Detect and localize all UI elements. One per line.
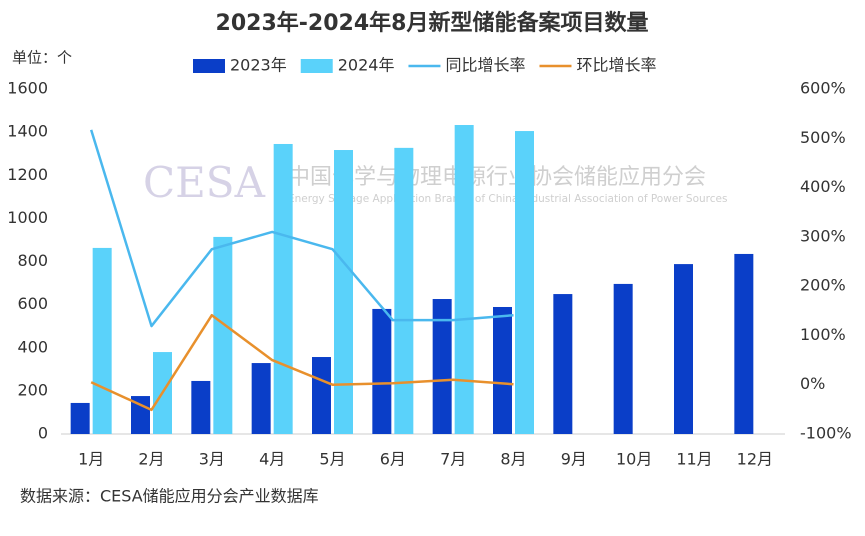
bar	[273, 143, 293, 434]
y-tick-label: 600	[17, 294, 48, 313]
bar	[92, 247, 112, 434]
bar	[493, 306, 512, 434]
y2-tick-label: 400%	[800, 177, 846, 196]
legend-label: 环比增长率	[576, 56, 656, 75]
bar	[213, 236, 233, 434]
bar	[613, 283, 633, 434]
line-series	[89, 129, 514, 328]
y2-tick-label: 0%	[800, 374, 825, 393]
x-tick-label: 8月	[500, 450, 526, 469]
x-tick-label: 5月	[319, 450, 345, 469]
bar	[251, 363, 271, 434]
y2-tick-label: 300%	[800, 226, 846, 245]
y-tick-label: 1000	[7, 208, 48, 227]
x-tick-label: 2月	[138, 450, 164, 469]
bar	[734, 253, 754, 434]
x-tick-label: 10月	[616, 450, 652, 469]
source-note: 数据来源：CESA储能应用分会产业数据库	[20, 487, 319, 506]
y2-tick-label: -100%	[800, 424, 852, 443]
x-tick-label: 9月	[561, 450, 587, 469]
legend-label: 2024年	[338, 56, 395, 75]
axis-unit: 单位：个	[12, 49, 72, 67]
x-tick-label: 3月	[199, 450, 225, 469]
legend-label: 同比增长率	[445, 56, 525, 75]
y-tick-label: 0	[38, 424, 48, 443]
legend-swatch	[300, 59, 333, 73]
bar	[312, 357, 331, 434]
x-tick-label: 11月	[676, 450, 712, 469]
x-tick-label: 1月	[78, 450, 104, 469]
y2-tick-label: 200%	[800, 276, 846, 295]
y2-tick-label: 100%	[800, 325, 846, 344]
bar	[394, 147, 414, 434]
bar	[191, 380, 211, 434]
line-series	[90, 313, 514, 412]
legend-swatch	[193, 59, 225, 73]
bar	[372, 308, 392, 434]
watermark-name: 中国化学与物理电源行业协会储能应用分会	[288, 165, 706, 190]
bar	[432, 299, 452, 434]
y-tick-label: 200	[17, 380, 48, 399]
y-tick-label: 1200	[7, 165, 48, 184]
y2-tick-label: 600%	[800, 79, 846, 98]
bar	[674, 264, 693, 434]
x-tick-label: 12月	[737, 450, 773, 469]
y2-tick-label: 500%	[800, 128, 846, 147]
y-tick-label: 400	[17, 337, 48, 356]
bar	[70, 402, 90, 434]
y-tick-label: 1600	[7, 79, 48, 98]
bar	[131, 396, 150, 434]
chart-title: 2023年-2024年8月新型储能备案项目数量	[216, 10, 649, 36]
watermark-logo: CESA	[143, 158, 266, 207]
watermark-name-en: Energy Storage Application Branch of Chi…	[288, 193, 727, 205]
bar	[454, 125, 474, 435]
bar	[553, 294, 573, 434]
bar	[515, 131, 534, 434]
y-tick-label: 1400	[7, 122, 48, 141]
x-tick-label: 7月	[440, 450, 466, 469]
legend-label: 2023年	[230, 56, 287, 75]
x-tick-label: 6月	[380, 450, 406, 469]
y-tick-label: 800	[17, 251, 48, 270]
x-tick-label: 4月	[259, 450, 285, 469]
bar	[334, 150, 353, 434]
